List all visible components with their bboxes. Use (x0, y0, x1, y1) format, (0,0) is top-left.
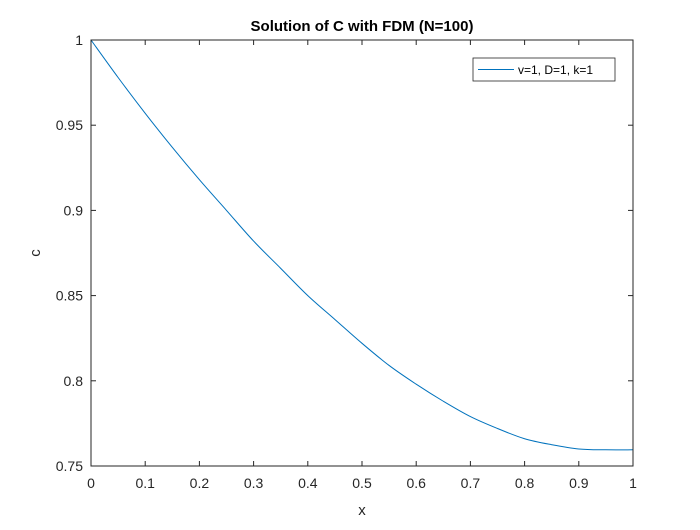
legend-box (472, 57, 616, 82)
tick-labels: 0 0.1 0.2 0.3 0.4 0.5 0.6 0.7 0.8 0.9 1 0.75 0.8 0.85… (56, 32, 637, 491)
plot-area (91, 40, 633, 466)
x-axis-label: x (358, 502, 366, 519)
x-tick-label: 0.1 (135, 475, 155, 491)
y-tick-label: 0.95 (56, 117, 83, 133)
y-tick-label: 0.85 (56, 288, 83, 304)
axes-box (90, 39, 634, 467)
y-tick-label: 0.75 (56, 458, 83, 474)
x-tick-label: 0.4 (298, 475, 318, 491)
legend-entry: v=1, D=1, k=1 (518, 63, 593, 77)
x-tick-label: 0.3 (244, 475, 264, 491)
series-line (90, 39, 634, 451)
x-tick-label: 0.2 (190, 475, 210, 491)
y-tick-label: 1 (75, 32, 83, 48)
x-tick-label: 0 (87, 475, 95, 491)
y-tick-label: 0.9 (64, 202, 84, 218)
y-axis-label: c (27, 249, 44, 257)
x-tick-label: 0.8 (515, 475, 535, 491)
x-tick-label: 0.5 (352, 475, 372, 491)
x-tick-label: 0.6 (406, 475, 426, 491)
legend: v=1, D=1, k=1 (472, 57, 616, 82)
x-tick-label: 0.9 (569, 475, 589, 491)
y-tick-label: 0.8 (64, 373, 84, 389)
chart-title: Solution of C with FDM (N=100) (251, 18, 474, 35)
x-tick-label: 1 (629, 475, 637, 491)
x-tick-label: 0.7 (461, 475, 481, 491)
